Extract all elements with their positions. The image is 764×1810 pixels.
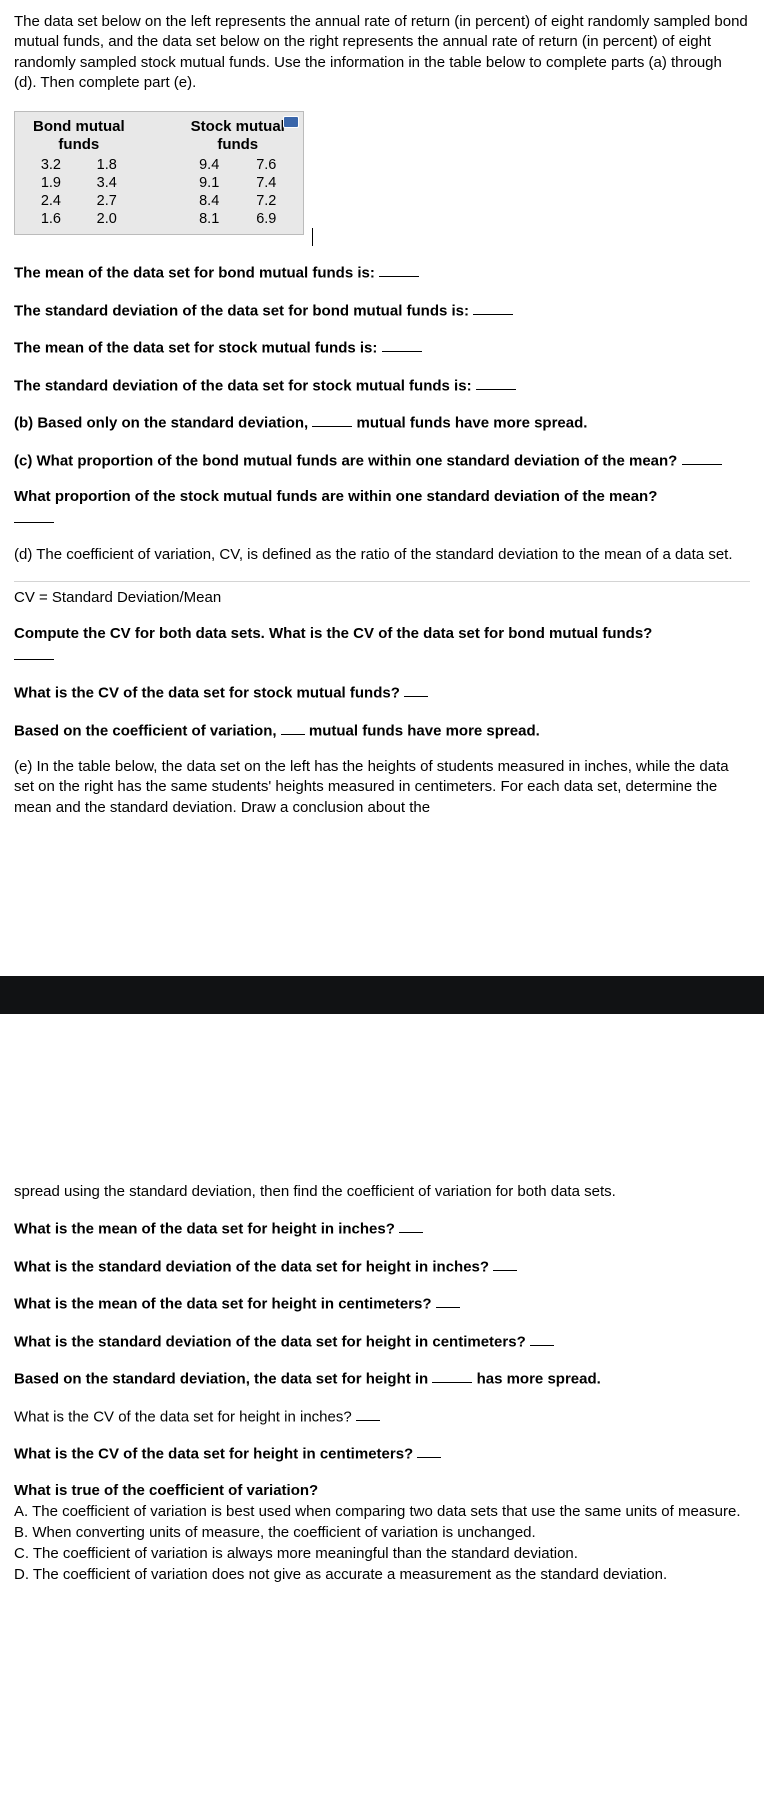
funds-table: Bond mutual funds Stock mutual funds 3.2… <box>23 116 295 228</box>
blank-input[interactable] <box>473 300 513 315</box>
q-part-c-stock: What proportion of the stock mutual fund… <box>14 487 750 529</box>
blank-input[interactable] <box>379 262 419 277</box>
blank-input[interactable] <box>356 1406 380 1421</box>
table-row: 2.4 2.7 8.4 7.2 <box>23 192 295 210</box>
q-e-mean-cm: What is the mean of the data set for hei… <box>14 1293 750 1315</box>
page-divider <box>0 976 764 1014</box>
table-row: 1.6 2.0 8.1 6.9 <box>23 210 295 228</box>
q-part-d-formula: CV = Standard Deviation/Mean <box>14 588 750 608</box>
page-2: spread using the standard deviation, the… <box>0 1014 764 1613</box>
blank-input[interactable] <box>493 1256 517 1271</box>
bond-header: Bond mutual funds <box>23 116 135 156</box>
q-part-c: (c) What proportion of the bond mutual f… <box>14 450 750 472</box>
blank-input[interactable] <box>432 1368 472 1383</box>
q-e-true: What is true of the coefficient of varia… <box>14 1481 750 1585</box>
blank-input[interactable] <box>312 412 352 427</box>
q-bond-sd: The standard deviation of the data set f… <box>14 300 750 322</box>
stock-header: Stock mutual funds <box>181 116 295 156</box>
option-b[interactable]: B. When converting units of measure, the… <box>14 1522 750 1543</box>
q-e-mean-in: What is the mean of the data set for hei… <box>14 1218 750 1240</box>
q-e-cv-cm: What is the CV of the data set for heigh… <box>14 1443 750 1465</box>
intro-text: The data set below on the left represent… <box>14 12 750 93</box>
q-bond-mean: The mean of the data set for bond mutual… <box>14 262 750 284</box>
q-part-d-intro: (d) The coefficient of variation, CV, is… <box>14 545 750 565</box>
q-part-b: (b) Based only on the standard deviation… <box>14 412 750 434</box>
blank-input[interactable] <box>399 1218 423 1233</box>
q-part-e-cont: spread using the standard deviation, the… <box>14 1182 750 1202</box>
q-part-d-based: Based on the coefficient of variation, m… <box>14 720 750 742</box>
q-e-based: Based on the standard deviation, the dat… <box>14 1368 750 1390</box>
table-row: 3.2 1.8 9.4 7.6 <box>23 156 295 174</box>
q-e-true-heading: What is true of the coefficient of varia… <box>14 1481 750 1501</box>
page-gap <box>14 1026 750 1166</box>
q-stock-sd: The standard deviation of the data set f… <box>14 375 750 397</box>
option-a[interactable]: A. The coefficient of variation is best … <box>14 1501 750 1522</box>
intro-line-1: The data set below on the left represent… <box>14 13 748 71</box>
q-e-sd-cm: What is the standard deviation of the da… <box>14 1331 750 1353</box>
q-part-d-cv-stock: What is the CV of the data set for stock… <box>14 682 750 704</box>
blank-input[interactable] <box>14 507 54 522</box>
q-e-sd-in: What is the standard deviation of the da… <box>14 1256 750 1278</box>
option-d[interactable]: D. The coefficient of variation does not… <box>14 1564 750 1585</box>
q-e-cv-in: What is the CV of the data set for heigh… <box>14 1406 750 1428</box>
page-gap <box>14 834 750 964</box>
option-c[interactable]: C. The coefficient of variation is alway… <box>14 1543 750 1564</box>
table-badge-icon <box>283 116 299 128</box>
q-part-e-intro: (e) In the table below, the data set on … <box>14 757 750 818</box>
blank-input[interactable] <box>14 645 54 660</box>
blank-input[interactable] <box>382 337 422 352</box>
intro-line-2: (d). Then complete part (e). <box>14 74 196 91</box>
blank-input[interactable] <box>476 375 516 390</box>
q-stock-mean: The mean of the data set for stock mutua… <box>14 337 750 359</box>
page-1: The data set below on the left represent… <box>0 0 764 976</box>
blank-input[interactable] <box>530 1331 554 1346</box>
divider-line <box>14 581 750 582</box>
text-cursor-icon <box>312 228 313 246</box>
blank-input[interactable] <box>281 720 305 735</box>
q-part-d-cv-bond: Compute the CV for both data sets. What … <box>14 624 750 666</box>
table-row: 1.9 3.4 9.1 7.4 <box>23 174 295 192</box>
blank-input[interactable] <box>404 682 428 697</box>
blank-input[interactable] <box>682 450 722 465</box>
blank-input[interactable] <box>436 1293 460 1308</box>
blank-input[interactable] <box>417 1443 441 1458</box>
data-table: Bond mutual funds Stock mutual funds 3.2… <box>14 111 304 235</box>
